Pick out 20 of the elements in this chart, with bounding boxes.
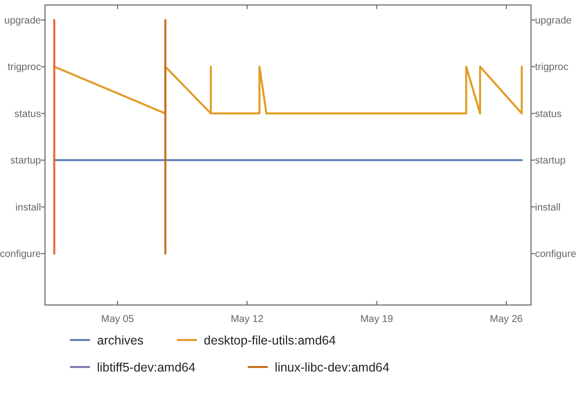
category-label: status — [535, 108, 562, 120]
category-label: configure — [535, 249, 576, 260]
legend-label: libtiff5-dev:amd64 — [97, 360, 196, 374]
category-label: upgrade — [4, 15, 41, 26]
category-label: configure — [0, 249, 41, 260]
x-tick-label: May 05 — [101, 314, 134, 325]
legend-label: desktop-file-utils:amd64 — [204, 334, 336, 348]
category-label: startup — [535, 156, 566, 167]
legend-label: linux-libc-dev:amd64 — [274, 360, 390, 374]
category-label: install — [15, 202, 41, 214]
category-label: trigproc — [8, 62, 41, 74]
category-label: trigproc — [535, 62, 568, 74]
category-label: status — [14, 108, 41, 120]
x-tick-label: May 26 — [490, 314, 524, 325]
legend-label: archives — [97, 334, 144, 348]
category-label: startup — [10, 156, 41, 167]
x-tick-label: May 12 — [230, 314, 264, 325]
x-tick-label: May 19 — [360, 314, 394, 325]
category-label: install — [535, 202, 561, 214]
category-label: upgrade — [535, 15, 572, 26]
